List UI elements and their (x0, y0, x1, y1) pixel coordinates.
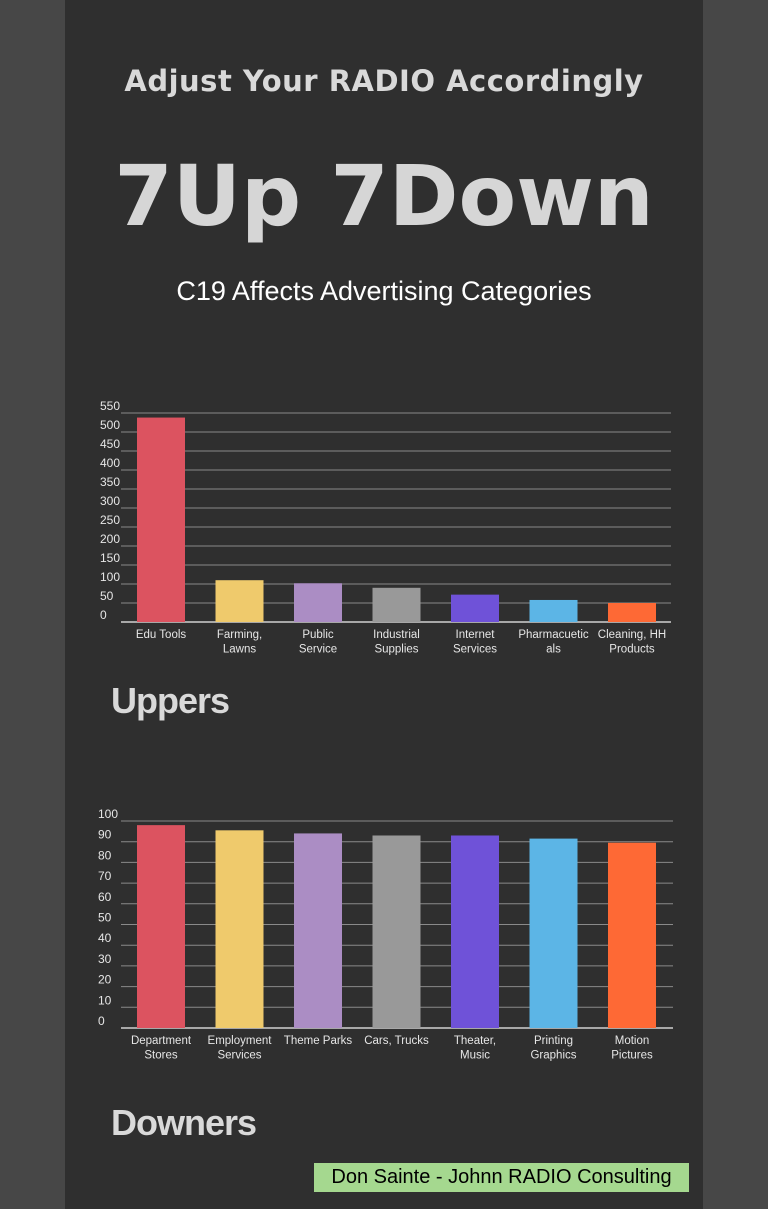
y-tick-label: 90 (98, 828, 112, 842)
x-category-label: Products (609, 644, 655, 656)
x-category-label: Edu Tools (136, 629, 187, 641)
bar (137, 417, 185, 622)
bar (294, 833, 342, 1028)
y-tick-label: 0 (98, 1014, 105, 1028)
x-category-label: Cars, Trucks (364, 1035, 429, 1047)
bar (294, 583, 342, 622)
x-category-label: Pictures (611, 1050, 653, 1062)
x-category-label: Theater, (454, 1035, 496, 1047)
x-category-label: Cleaning, HH (598, 629, 666, 641)
bar (529, 838, 578, 1028)
x-category-label: als (546, 644, 561, 656)
y-tick-label: 550 (100, 399, 120, 413)
x-category-label: Stores (144, 1050, 177, 1062)
y-tick-label: 40 (98, 931, 112, 945)
bar (608, 842, 656, 1028)
y-tick-label: 10 (98, 993, 112, 1007)
uppers-bar-chart: 0 50 100 150 200 250 300 350 400 450 500 550 Edu Too… (100, 399, 671, 656)
x-category-label: Motion (615, 1035, 650, 1047)
y-tick-label: 250 (100, 513, 120, 527)
y-tick-label: 70 (98, 869, 112, 883)
bar (608, 603, 656, 622)
y-tick-label: 350 (100, 475, 120, 489)
subtitle: C19 Affects Advertising Categories (176, 276, 592, 306)
x-category-label: Department (131, 1035, 192, 1047)
x-category-label: Printing (534, 1035, 573, 1047)
y-tick-label: 150 (100, 551, 120, 565)
uppers-label: Uppers (111, 680, 230, 721)
credit-banner: Don Sainte - Johnn RADIO Consulting (314, 1163, 689, 1192)
bar (215, 580, 264, 622)
x-category-label: Pharmacuetic (518, 629, 589, 641)
y-tick-label: 80 (98, 848, 112, 862)
y-tick-label: 100 (100, 570, 120, 584)
y-tick-label: 450 (100, 437, 120, 451)
bar (451, 594, 499, 622)
x-category-label: Graphics (530, 1050, 576, 1062)
x-category-label: Service (299, 644, 337, 656)
y-tick-label: 50 (98, 911, 112, 925)
kicker-title: Adjust Your RADIO Accordingly (124, 64, 644, 98)
x-category-label: Farming, (217, 629, 262, 641)
x-category-label: Industrial (373, 629, 420, 641)
x-category-label: Supplies (374, 644, 418, 656)
x-category-label: Services (217, 1050, 261, 1062)
bar (529, 599, 578, 622)
bar (451, 835, 499, 1028)
downers-bar-chart: 0 10 20 30 40 50 60 70 80 90 100 Department Stores Em… (98, 807, 673, 1062)
y-tick-label: 50 (100, 589, 114, 603)
x-category-label: Internet (456, 629, 496, 641)
bar (137, 825, 185, 1028)
y-tick-label: 500 (100, 418, 120, 432)
x-category-label: Music (460, 1050, 490, 1062)
y-tick-label: 300 (100, 494, 120, 508)
y-tick-label: 200 (100, 532, 120, 546)
headline-title: 7Up 7Down (114, 147, 654, 245)
x-category-label: Lawns (223, 644, 256, 656)
x-category-label: Public (302, 629, 334, 641)
bar (372, 835, 421, 1028)
y-tick-label: 100 (98, 807, 118, 821)
bar (372, 587, 421, 622)
y-tick-label: 400 (100, 456, 120, 470)
downers-label: Downers (111, 1102, 257, 1143)
x-category-label: Employment (208, 1035, 273, 1047)
x-category-label: Services (453, 644, 497, 656)
y-tick-label: 0 (100, 608, 107, 622)
y-tick-label: 30 (98, 952, 112, 966)
y-tick-label: 20 (98, 973, 112, 987)
bar (215, 830, 264, 1028)
y-tick-label: 60 (98, 890, 112, 904)
x-category-label: Theme Parks (284, 1035, 353, 1047)
